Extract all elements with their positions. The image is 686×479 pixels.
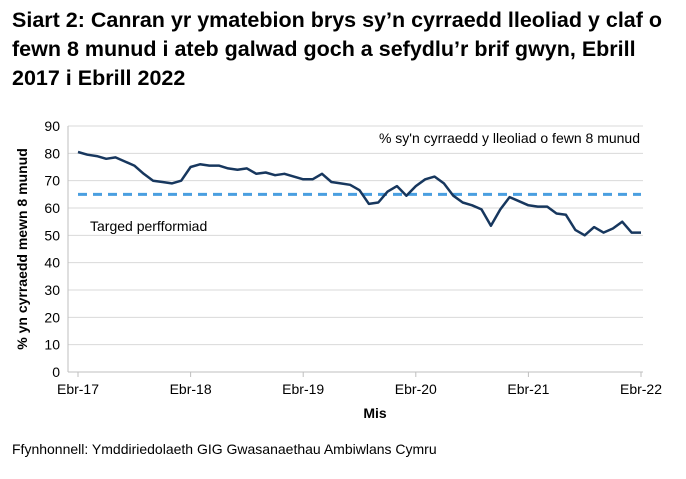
target-label: Targed perfformiad — [90, 218, 207, 234]
x-tick-label: Ebr-17 — [57, 381, 99, 397]
source-note: Ffynhonnell: Ymddiriedolaeth GIG Gwasana… — [12, 441, 437, 457]
y-tick-label: 50 — [44, 227, 60, 243]
y-tick-label: 80 — [44, 145, 60, 161]
x-tick-labels: Ebr-17 Ebr-18 Ebr-19 Ebr-20 Ebr-21 Ebr-22 — [57, 372, 662, 397]
y-tick-labels: 0 10 20 30 40 50 60 70 80 90 — [44, 118, 60, 380]
x-tick-label: Ebr-19 — [282, 381, 324, 397]
x-tick-label: Ebr-20 — [395, 381, 437, 397]
series-label: % sy'n cyrraedd y lleoliad o fewn 8 munu… — [379, 130, 640, 146]
x-tick-label: Ebr-22 — [620, 381, 662, 397]
y-tick-label: 90 — [44, 118, 60, 134]
y-tick-label: 30 — [44, 282, 60, 298]
y-tick-label: 0 — [52, 364, 60, 380]
y-axis-label: % yn cyrraedd mewn 8 munud — [14, 148, 30, 350]
x-axis-label: Mis — [363, 405, 387, 421]
series-line — [77, 150, 641, 237]
y-tick-label: 60 — [44, 200, 60, 216]
y-tick-label: 20 — [44, 309, 60, 325]
y-tick-label: 40 — [44, 255, 60, 271]
chart-title: Siart 2: Canran yr ymatebion brys sy’n c… — [12, 8, 663, 90]
y-tick-label: 10 — [44, 337, 60, 353]
x-tick-label: Ebr-21 — [507, 381, 549, 397]
gridlines — [68, 125, 643, 346]
y-tick-label: 70 — [44, 173, 60, 189]
x-tick-label: Ebr-18 — [170, 381, 212, 397]
